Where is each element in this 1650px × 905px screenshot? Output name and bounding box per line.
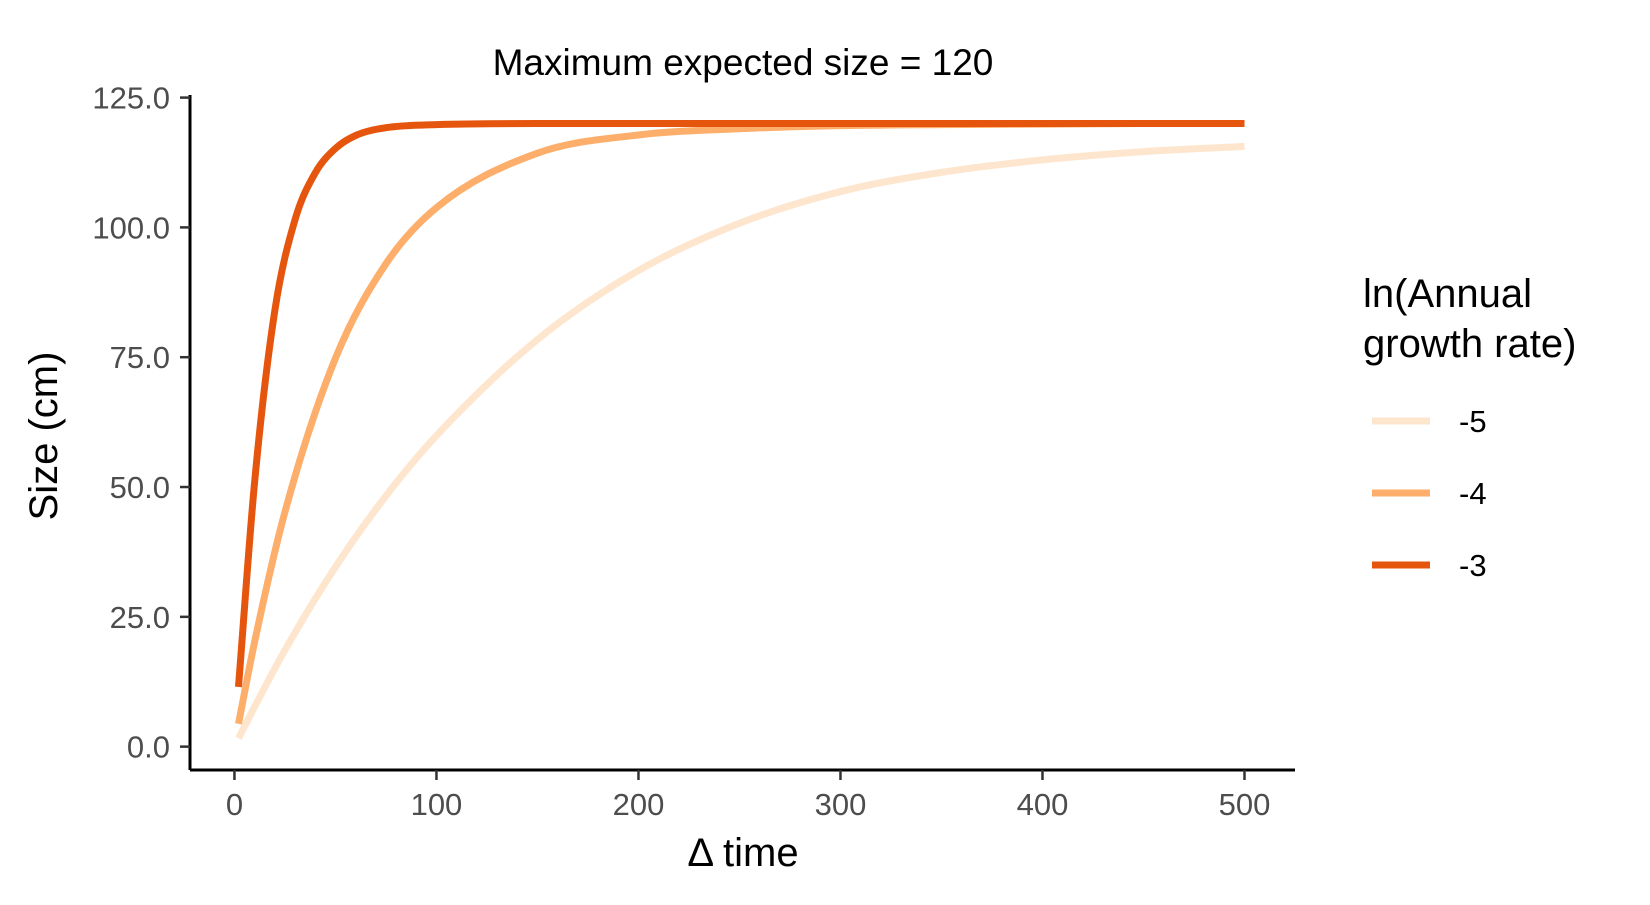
chart-title: Maximum expected size = 120 [493,42,994,83]
x-axis-ticks: 0 100 200 300 400 500 [226,770,1271,822]
series-layer [234,120,1245,740]
y-tick-label: 0.0 [127,730,170,765]
legend-label--3: -3 [1459,548,1487,583]
series-line--3 [234,120,1245,688]
y-tick-label: 100.0 [92,210,170,245]
legend-items: -5 -4 -3 [1372,404,1487,583]
x-axis-title: Δ time [687,831,798,875]
y-axis-title: Size (cm) [22,352,66,521]
y-tick-label: 25.0 [110,600,170,635]
y-axis-ticks: 0.0 25.0 50.0 75.0 100.0 125.0 [92,81,190,765]
x-tick-label: 100 [411,787,463,822]
legend-title-line-1: ln(Annual [1363,272,1532,316]
legend: ln(Annual growth rate) -5 -4 -3 [1363,272,1576,583]
series-line--5 [235,142,1245,740]
legend-label--5: -5 [1459,404,1487,439]
x-tick-label: 300 [815,787,867,822]
y-tick-label: 125.0 [92,81,170,116]
series-line--4 [235,120,1245,725]
legend-label--4: -4 [1459,476,1487,511]
legend-title-line-2: growth rate) [1363,322,1576,366]
x-tick-label: 200 [613,787,665,822]
x-tick-label: 0 [226,787,243,822]
y-tick-label: 50.0 [110,470,170,505]
x-tick-label: 500 [1219,787,1271,822]
y-tick-label: 75.0 [110,340,170,375]
x-tick-label: 400 [1017,787,1069,822]
